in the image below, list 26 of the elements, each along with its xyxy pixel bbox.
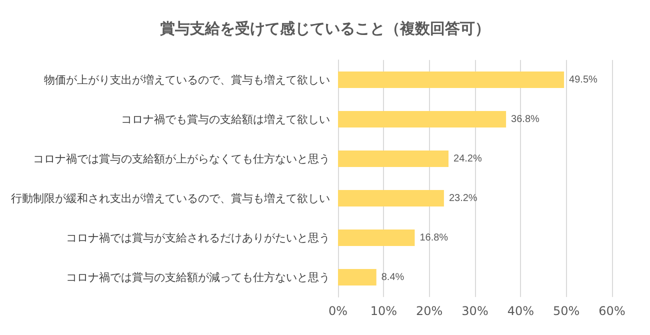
y-tick-label: コロナ禍では賞与の支給額が減っても仕方ないと思う (66, 270, 330, 284)
x-tick-label: 0% (328, 304, 348, 318)
bar (338, 110, 506, 128)
bar (338, 229, 415, 246)
x-tick-label: 30% (462, 304, 488, 318)
chart-title: 賞与支給を受けて感じていること（複数回答可） (160, 20, 490, 38)
x-tick-label: 60% (598, 304, 626, 318)
data-label: 8.4% (381, 272, 404, 283)
y-tick-label: 行動制限が緩和され支出が増えているので、賞与も増えて欲しい (11, 192, 330, 205)
data-label: 23.2% (448, 192, 478, 204)
data-label: 24.2% (454, 153, 482, 164)
x-tick-label: 20% (416, 304, 443, 318)
bar (338, 268, 376, 286)
y-tick-label: コロナ禍では賞与が支給されるだけありがたいと思う (66, 231, 330, 244)
bar (338, 190, 444, 207)
y-tick-label: コロナ禍では賞与の支給額が上がらなくても仕方ないと思う (33, 152, 330, 166)
bar (338, 71, 564, 88)
data-label: 49.5% (569, 74, 598, 86)
x-tick-label: 10% (370, 304, 398, 318)
bar (338, 150, 449, 168)
x-tick-label: 40% (507, 304, 534, 318)
data-label: 16.8% (420, 232, 448, 244)
data-label: 36.8% (511, 114, 540, 125)
x-tick-label: 50% (552, 304, 580, 318)
y-tick-label: 物価が上がり支出が増えているので、賞与も増えて欲しい (44, 73, 330, 86)
y-tick-label: コロナ禍でも賞与の支給額は増えて欲しい (121, 112, 330, 126)
